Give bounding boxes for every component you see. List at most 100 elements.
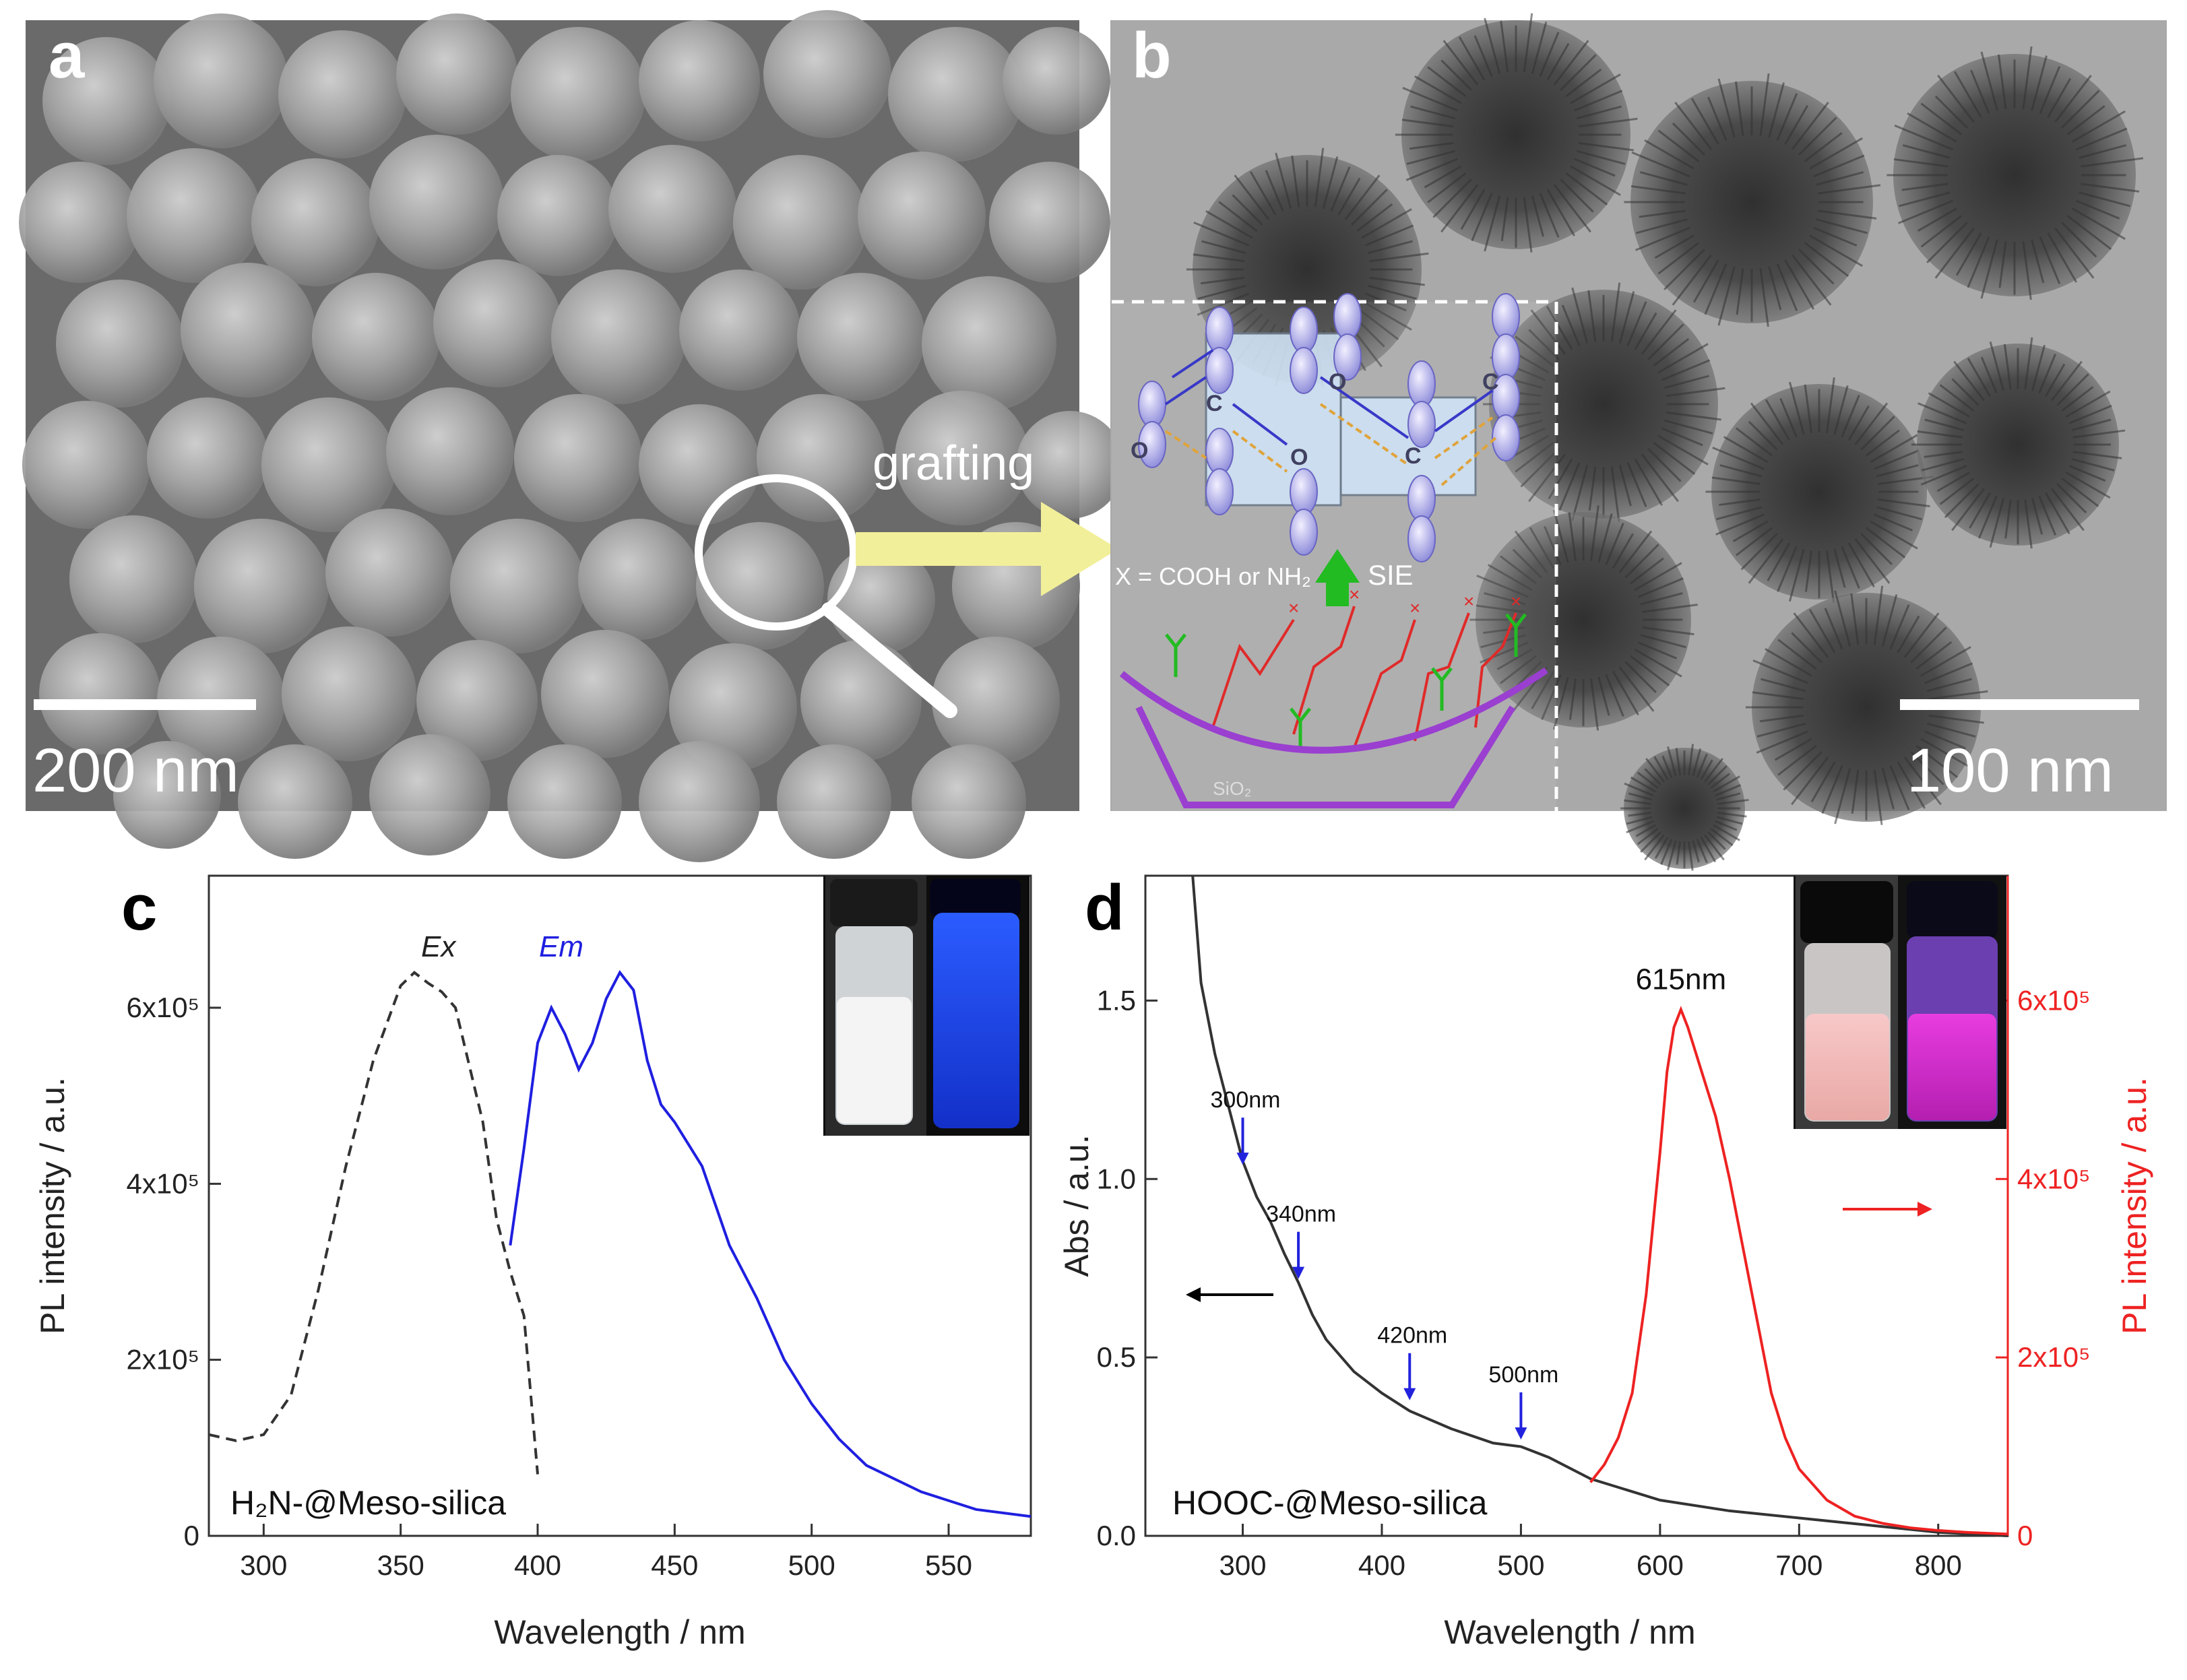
pore-fibril <box>1514 530 1548 574</box>
pore-fibril <box>1218 201 1258 232</box>
pore-fibril <box>1711 476 1761 486</box>
pore-fibril <box>1626 461 1647 507</box>
nanoparticle <box>113 741 221 849</box>
pore-fibril <box>2031 344 2046 391</box>
pore-fibril <box>1367 240 1413 255</box>
pore-fibril <box>1618 530 1653 574</box>
pore-fibril <box>1700 759 1713 780</box>
pore-fibril <box>1834 767 1851 825</box>
pore-fibril <box>1784 104 1809 146</box>
pore-fibril <box>1810 761 1836 803</box>
nanoparticle <box>251 158 379 286</box>
pore-fibril <box>1351 189 1388 226</box>
excitation-series-line <box>208 971 539 1475</box>
pore-fibril <box>1926 678 1972 692</box>
orbital-lobe <box>1407 475 1436 522</box>
pore-fibril <box>1626 301 1647 347</box>
pore-fibril <box>1265 170 1284 212</box>
pore-fibril <box>1641 453 1679 503</box>
pore-fibril <box>1752 659 1809 684</box>
pl-series-line <box>1589 1006 2008 1536</box>
pore-fibril <box>1647 448 1682 482</box>
pore-fibril <box>1980 239 1998 299</box>
panel-letter-c: c <box>121 872 157 944</box>
pore-fibril <box>2044 363 2066 397</box>
scale-bar-b <box>1900 699 2139 710</box>
pore-fibril <box>2051 360 2083 401</box>
pore-fibril <box>1523 13 1533 73</box>
em-label: Em <box>539 930 583 963</box>
pore-fibril <box>1920 465 1967 486</box>
pore-fibril <box>2004 499 2012 539</box>
nanoparticle <box>181 263 315 397</box>
pore-fibril <box>1897 615 1920 653</box>
pore-fibril <box>1716 792 1741 801</box>
pore-fibril <box>1653 337 1690 367</box>
orbital-lobe <box>1290 347 1318 394</box>
pore-fibril <box>1605 674 1624 717</box>
pore-fibril <box>1934 95 1969 129</box>
pore-fibril <box>1630 776 1656 793</box>
pore-fibril <box>1692 748 1702 777</box>
nanoparticle <box>1003 27 1110 135</box>
pore-fibril <box>1748 420 1778 451</box>
pore-fibril <box>1364 224 1414 247</box>
pore-fibril <box>1732 520 1769 542</box>
vial-cap <box>1800 881 1893 943</box>
pore-fibril <box>1793 612 1829 658</box>
nanoparticle <box>763 10 891 138</box>
bond <box>1164 376 1207 406</box>
pore-fibril <box>2024 499 2033 549</box>
pore-fibril <box>1576 105 1622 120</box>
y-tick-label: 2x10⁵ <box>127 1344 200 1376</box>
pore-fibril <box>1624 782 1654 797</box>
pore-fibril <box>1854 402 1889 446</box>
atom-label: O <box>1329 369 1346 395</box>
pore-fibril <box>1759 73 1770 137</box>
panel-letter-b: b <box>1132 20 1172 92</box>
pore-fibril <box>1644 834 1666 861</box>
pore-fibril <box>2071 418 2112 432</box>
nanoparticle <box>39 633 160 754</box>
grafting-arrow-icon <box>856 502 1118 596</box>
pore-fibril <box>1717 266 1736 326</box>
pore-fibril <box>1654 234 1695 259</box>
chain-end-marker: × <box>1511 591 1521 612</box>
pore-fibril <box>1924 730 1966 750</box>
pore-fibril <box>1666 387 1725 397</box>
pore-fibril <box>1768 266 1782 311</box>
pore-fibril <box>1511 434 1550 458</box>
pore-fibril <box>1889 765 1910 810</box>
pore-fibril <box>1777 546 1798 592</box>
pore-fibril <box>1275 152 1292 209</box>
hydrogen-bonds <box>1164 349 1497 486</box>
y-tick-label: 0.0 <box>1097 1520 1136 1551</box>
nanoparticle <box>261 397 396 532</box>
pore-fibril <box>1548 458 1573 500</box>
pore-fibril <box>1951 378 1979 406</box>
pore-fibril <box>2060 221 2097 258</box>
pore-fibril <box>1854 538 1891 584</box>
pore-fibril <box>1978 495 1998 539</box>
pore-fibril <box>1898 199 1954 224</box>
pore-fibril <box>1635 226 1691 251</box>
pore-fibril <box>1568 678 1577 720</box>
pore-fibril <box>1783 751 1822 791</box>
nanoparticle <box>450 519 585 653</box>
arrow-down-icon <box>1236 1153 1249 1165</box>
pore-fibril <box>1628 811 1652 817</box>
pore-fibril <box>2024 337 2033 390</box>
pore-fibril <box>1920 646 1971 677</box>
pore-fibril <box>1637 577 1684 598</box>
pore-fibril <box>1865 429 1900 457</box>
pore-fibril <box>1500 197 1509 242</box>
pore-fibril <box>1768 82 1785 138</box>
x-tick-label: 500 <box>1497 1549 1544 1581</box>
y-tick-label: 1.5 <box>1097 984 1136 1016</box>
pore-fibril <box>1624 661 1657 693</box>
pore-fibril <box>1406 150 1456 165</box>
pore-fibril <box>1939 478 1975 505</box>
pore-fibril <box>1788 381 1805 435</box>
pore-fibril <box>1314 148 1325 207</box>
pore-fibril <box>1712 447 1765 470</box>
